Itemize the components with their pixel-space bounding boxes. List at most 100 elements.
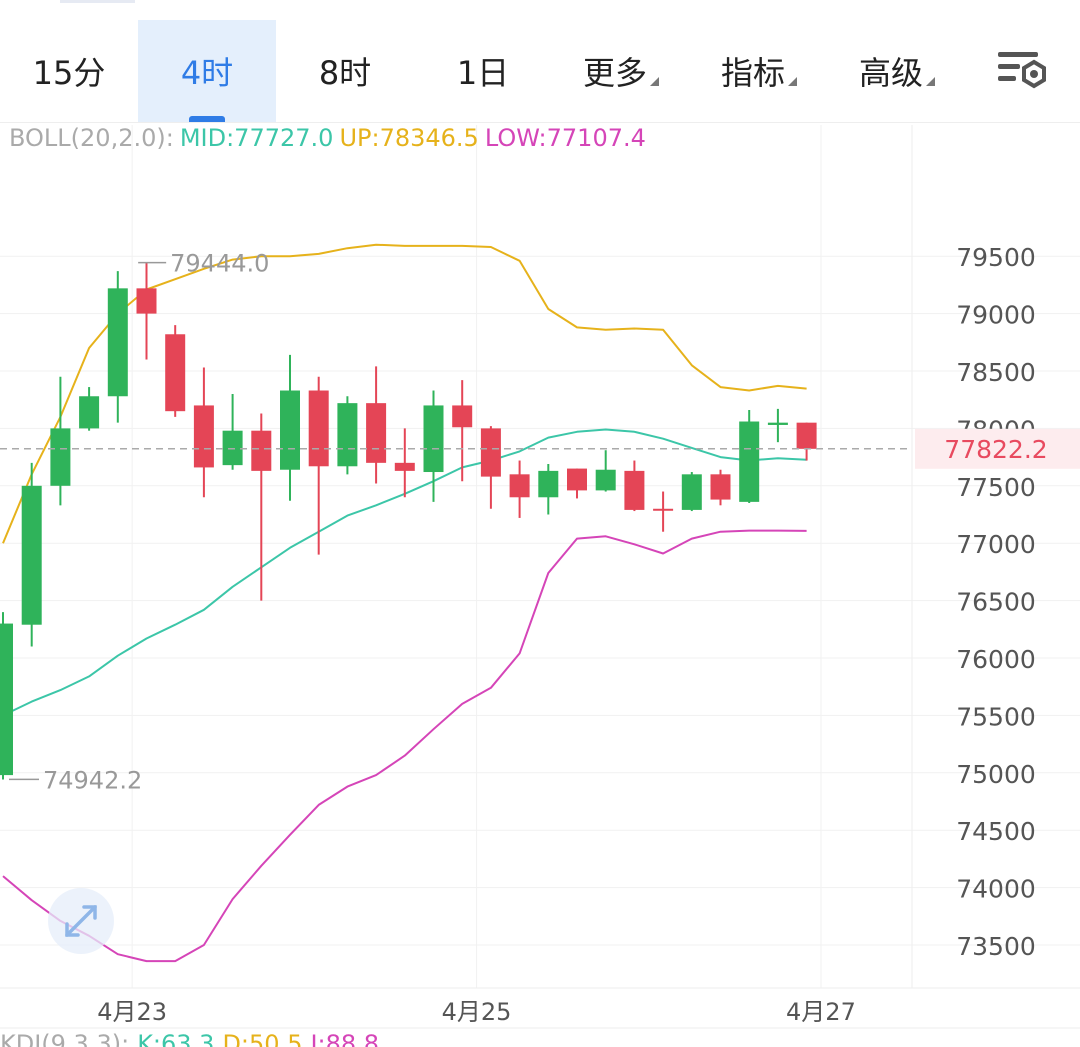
tab-label: 15分 xyxy=(32,54,106,92)
y-tick-label: 73500 xyxy=(956,932,1036,961)
candle-body xyxy=(423,405,444,473)
candle-body xyxy=(767,422,788,425)
tab-advanced[interactable]: 高级 xyxy=(828,20,966,122)
bear-candle xyxy=(193,367,214,498)
bear-candle xyxy=(165,325,186,417)
tab-15min[interactable]: 15分 xyxy=(0,20,138,122)
x-tick-label: 4月27 xyxy=(786,998,856,1026)
candle-body xyxy=(595,469,616,491)
last-price-label: 77822.2 xyxy=(944,435,1047,464)
bull-candle xyxy=(222,393,243,470)
bull-candle xyxy=(767,408,788,443)
bull-candle xyxy=(739,410,760,504)
expand-arrows-icon xyxy=(65,905,97,937)
candle-body xyxy=(21,485,42,625)
candle-body xyxy=(366,403,387,463)
kdj-label: KDJ(9,3,3): xyxy=(0,1030,130,1047)
candle-body xyxy=(567,468,587,491)
y-tick-label: 74000 xyxy=(956,875,1036,904)
bear-candle xyxy=(452,380,473,482)
boll-up-value: UP:78346.5 xyxy=(339,124,479,152)
candle-body xyxy=(624,470,645,510)
candle-body xyxy=(538,470,559,498)
kdj-legend: KDJ(9,3,3): K:63.3 D:50.5 J:88.8 xyxy=(0,1030,387,1047)
bull-candle xyxy=(0,612,13,780)
bull-candle xyxy=(50,376,71,506)
y-tick-label: 76500 xyxy=(956,588,1036,617)
candle-body xyxy=(193,405,214,468)
chart-settings-icon[interactable] xyxy=(996,48,1050,92)
bull-candle xyxy=(681,472,702,512)
candle-body xyxy=(710,474,731,500)
bull-candle xyxy=(595,450,616,492)
candle-body xyxy=(308,390,329,467)
candle-body xyxy=(165,334,186,412)
y-tick-label: 79000 xyxy=(956,301,1036,330)
expand-button[interactable] xyxy=(48,888,114,954)
bear-candle xyxy=(394,428,415,498)
y-tick-label: 75500 xyxy=(956,702,1036,731)
tab-label: 更多 xyxy=(582,54,647,92)
candle-body xyxy=(394,462,415,471)
candle-body xyxy=(280,390,300,470)
bear-candle xyxy=(509,460,530,518)
candle-body xyxy=(480,428,501,477)
timeframe-toolbar: 15分 4时 8时 1日 更多 指标 高级 xyxy=(0,0,1080,123)
y-tick-label: 79500 xyxy=(956,243,1036,272)
candle-body xyxy=(222,430,243,466)
bull-candle xyxy=(280,354,300,501)
bear-candle xyxy=(624,460,645,512)
y-tick-label: 74500 xyxy=(956,817,1036,846)
axis-layer: 73500 74000 74500 75000 75500 76000 76500 77000… xyxy=(97,243,1036,1026)
bull-candle xyxy=(79,387,100,431)
kdj-j-value: J:88.8 xyxy=(310,1030,380,1047)
boll-label: BOLL(20,2.0): xyxy=(9,124,174,152)
tab-indicators[interactable]: 指标 xyxy=(690,20,828,122)
boll-low-line xyxy=(2,529,807,963)
kdj-d-value: D:50.5 xyxy=(222,1030,303,1047)
bear-candle xyxy=(480,426,501,509)
marker-layer: 79444.0 74942.2 77822.2 xyxy=(0,250,1080,794)
tab-more[interactable]: 更多 xyxy=(552,20,690,122)
bear-candle xyxy=(308,376,329,555)
grid-layer xyxy=(0,125,1080,1029)
tab-label: 8时 xyxy=(318,54,372,92)
high-marker-label: 79444.0 xyxy=(170,250,269,278)
x-tick-label: 4月25 xyxy=(442,998,512,1026)
y-tick-label: 77500 xyxy=(956,473,1036,502)
bear-candle xyxy=(653,491,674,532)
candle-body xyxy=(50,428,71,486)
bull-candle xyxy=(21,462,42,647)
bear-candle xyxy=(710,469,731,506)
candle-body xyxy=(0,623,13,776)
tab-label: 1日 xyxy=(456,54,510,92)
x-tick-label: 4月23 xyxy=(97,998,167,1026)
tab-1d[interactable]: 1日 xyxy=(414,20,552,122)
bull-candle xyxy=(538,463,559,515)
boll-mid-value: MID:77727.0 xyxy=(179,124,334,152)
candle-body xyxy=(136,288,157,314)
active-tab-indicator xyxy=(189,116,225,122)
candle-body xyxy=(337,403,358,467)
last-price-badge xyxy=(915,428,1080,469)
tab-8h[interactable]: 8时 xyxy=(276,20,414,122)
tab-label: 高级 xyxy=(858,54,923,92)
kdj-k-value: K:63.3 xyxy=(137,1030,215,1047)
candle-body xyxy=(452,405,473,428)
bull-candle xyxy=(107,271,128,423)
boll-low-value: LOW:77107.4 xyxy=(484,124,646,152)
bear-candle xyxy=(366,366,387,484)
dropdown-triangle-icon xyxy=(926,76,935,86)
dropdown-triangle-icon xyxy=(788,76,797,86)
tab-4h[interactable]: 4时 xyxy=(138,20,276,122)
y-tick-label: 77000 xyxy=(956,530,1036,559)
candle-layer xyxy=(0,262,817,780)
y-tick-label: 76000 xyxy=(956,645,1036,674)
candle-body xyxy=(509,474,530,498)
boll-legend: BOLL(20,2.0): MID:77727.0 UP:78346.5 LOW:77… xyxy=(9,124,652,152)
candle-body xyxy=(739,421,760,502)
tab-label: 指标 xyxy=(720,54,785,92)
candle-body xyxy=(796,422,817,449)
bull-candle xyxy=(337,396,358,475)
